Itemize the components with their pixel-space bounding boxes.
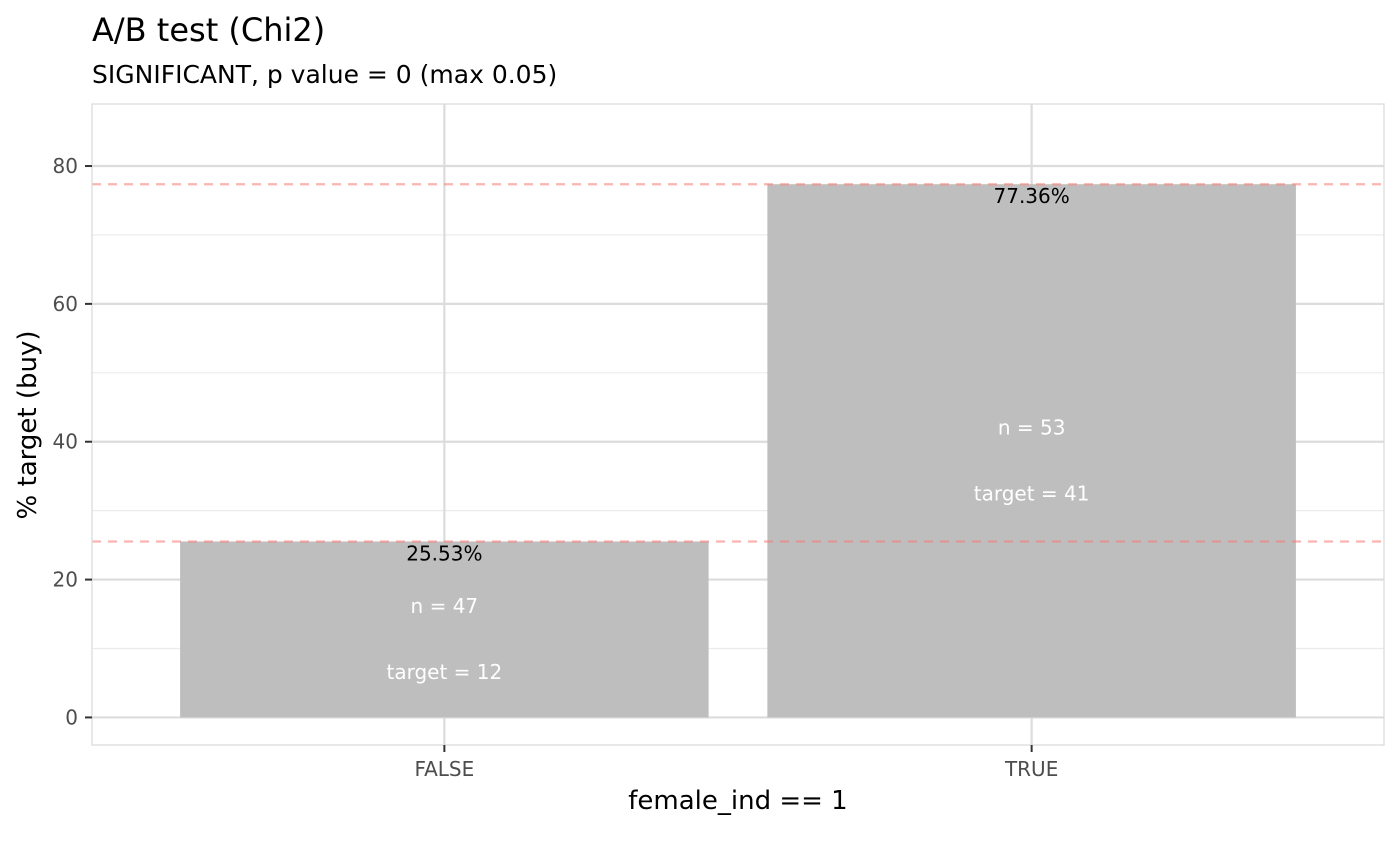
- chart-subtitle: SIGNIFICANT, p value = 0 (max 0.05): [92, 60, 557, 89]
- x-tick-label: TRUE: [1004, 757, 1058, 781]
- y-tick-label: 20: [53, 568, 78, 592]
- target-label: target = 41: [974, 481, 1090, 505]
- target-label: target = 12: [386, 660, 502, 684]
- n-label: n = 53: [998, 415, 1066, 439]
- y-axis-title: % target (buy): [13, 331, 43, 520]
- chart-title: A/B test (Chi2): [92, 11, 325, 49]
- bar-true: [767, 184, 1296, 718]
- bar-false: [180, 541, 709, 718]
- y-tick-label: 40: [53, 430, 78, 454]
- x-tick-label: FALSE: [414, 757, 474, 781]
- y-tick-label: 0: [65, 705, 78, 729]
- panel-border: [91, 103, 1385, 746]
- bar-labels: 25.53% n = 47 target = 12 77.36% n = 53 targe…: [386, 184, 1089, 684]
- value-label: 77.36%: [994, 184, 1070, 208]
- x-axis-title: female_ind == 1: [628, 786, 847, 816]
- x-axis: FALSE TRUE: [414, 745, 1058, 781]
- reference-lines: [92, 183, 1384, 543]
- value-label: 25.53%: [406, 541, 482, 565]
- plot-panel: 25.53% n = 47 target = 12 77.36% n = 53 targe…: [91, 103, 1385, 746]
- y-axis: 0 20 40 60 80: [53, 154, 92, 729]
- bars: [180, 184, 1296, 718]
- n-label: n = 47: [411, 594, 479, 618]
- y-tick-label: 60: [53, 292, 78, 316]
- y-tick-label: 80: [53, 154, 78, 178]
